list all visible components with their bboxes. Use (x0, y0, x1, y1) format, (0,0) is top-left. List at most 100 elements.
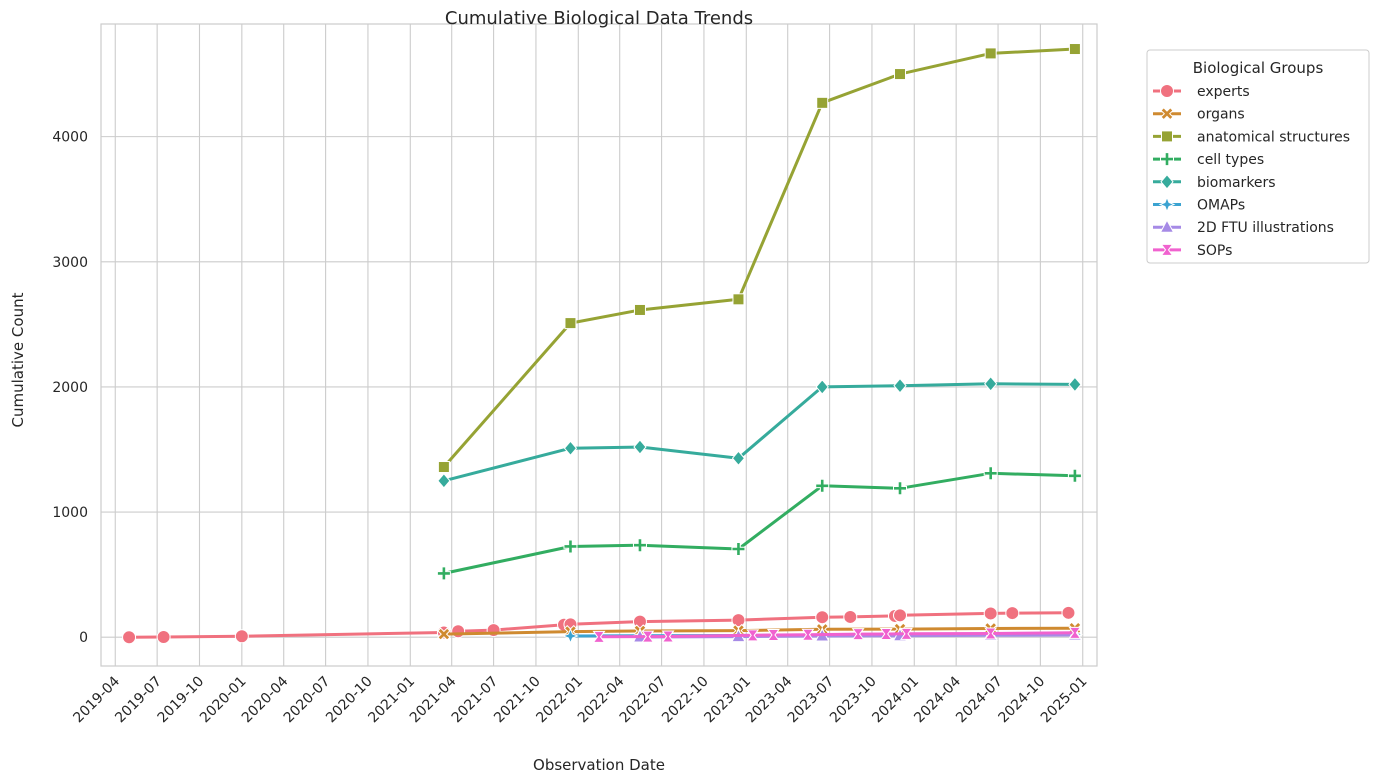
data-point-biomarkers (1068, 376, 1082, 393)
marker-shape (437, 627, 451, 641)
legend-marker (1161, 130, 1173, 143)
legend-label: SOPs (1197, 243, 1232, 259)
data-point-sops (592, 630, 606, 643)
data-point-experts (731, 613, 746, 628)
data-point-experts (451, 624, 466, 639)
y-axis-title: Cumulative Count (9, 292, 27, 427)
data-point-biomarkers (815, 379, 829, 395)
legend-item: cell types (1153, 152, 1264, 168)
legend-items: experts organs anatomical structures cell t… (1153, 84, 1350, 259)
data-point-experts (843, 609, 858, 624)
data-point-cell-types (893, 481, 908, 496)
legend-marker (1158, 196, 1176, 213)
series-line-anatomical-structures (442, 47, 1077, 469)
legend-marker (1160, 152, 1174, 167)
data-point-experts (1061, 605, 1076, 620)
legend-item: experts (1153, 84, 1250, 100)
data-point-sops (661, 630, 675, 643)
data-point-anatomical-structures (984, 47, 997, 60)
y-tick-label: 2000 (52, 380, 88, 396)
data-point-anatomical-structures (732, 293, 745, 306)
data-point-cell-types (436, 566, 451, 581)
legend-marker (1160, 107, 1174, 121)
legend-label: 2D FTU illustrations (1197, 220, 1334, 236)
data-point-biomarkers (984, 376, 998, 392)
legend-marker (1159, 219, 1175, 233)
series-biomarkers (437, 376, 1082, 489)
legend-label: anatomical structures (1197, 129, 1350, 145)
data-point-sops (984, 627, 998, 640)
data-point-biomarkers (731, 450, 746, 467)
data-point-omaps (562, 627, 579, 645)
series-experts (122, 605, 1076, 645)
legend-title: Biological Groups (1193, 59, 1324, 77)
data-point-biomarkers (893, 377, 907, 394)
data-point-experts (893, 608, 908, 623)
legend: Biological Groups experts organs anatomica… (1146, 49, 1370, 264)
y-tick-label: 1000 (52, 505, 88, 521)
data-point-cell-types (983, 466, 998, 481)
data-point-cell-types (815, 478, 830, 493)
legend-label: cell types (1197, 152, 1264, 168)
data-point-experts (122, 630, 137, 645)
data-point-biomarkers (633, 439, 647, 455)
data-point-experts (983, 606, 998, 621)
legend-item: OMAPs (1153, 196, 1245, 214)
series-line-cell-types (442, 471, 1077, 575)
legend-marker (1160, 84, 1174, 98)
chart-title: Cumulative Biological Data Trends (445, 8, 753, 29)
data-point-sops (641, 630, 655, 643)
data-point-experts (234, 629, 249, 644)
x-axis-title: Observation Date (533, 756, 665, 774)
data-point-sops (899, 627, 913, 640)
y-tick-label: 0 (79, 630, 88, 646)
y-tick-label: 3000 (52, 255, 88, 271)
data-point-anatomical-structures (633, 303, 646, 316)
plot-frame (100, 23, 1098, 667)
data-point-biomarkers (437, 473, 451, 489)
data-point-anatomical-structures (564, 317, 577, 330)
y-tick-label: 4000 (52, 130, 88, 146)
legend-item: biomarkers (1153, 174, 1276, 191)
legend-item: 2D FTU illustrations (1153, 219, 1334, 236)
legend-label: experts (1197, 84, 1250, 100)
data-point-organs (437, 627, 451, 641)
data-point-sops (1068, 626, 1082, 639)
data-point-sops (746, 629, 760, 642)
series-anatomical-structures (437, 43, 1081, 474)
data-point-sops (851, 628, 865, 641)
legend-item: anatomical structures (1153, 129, 1350, 145)
series-lines (122, 43, 1084, 645)
data-point-anatomical-structures (437, 461, 450, 474)
legend-frame (1146, 49, 1370, 264)
data-point-anatomical-structures (894, 68, 907, 81)
data-point-sops (766, 628, 780, 641)
marker-shape (1160, 107, 1174, 121)
data-point-cell-types (632, 538, 647, 553)
data-point-anatomical-structures (1068, 43, 1081, 56)
data-point-biomarkers (563, 440, 578, 457)
data-point-cell-types (563, 539, 578, 554)
series-line-biomarkers (442, 382, 1077, 483)
data-point-cell-types (1067, 468, 1082, 483)
legend-item: SOPs (1153, 243, 1232, 259)
series-cell-types (436, 466, 1082, 581)
data-point-cell-types (731, 541, 746, 556)
legend-marker (1160, 174, 1174, 190)
data-point-experts (815, 610, 830, 625)
grid-lines (101, 24, 1097, 666)
legend-label: organs (1197, 107, 1245, 123)
data-point-experts (156, 629, 171, 644)
series-sops (592, 626, 1082, 643)
data-point-experts (1005, 606, 1020, 621)
data-point-sops (879, 627, 893, 640)
series-line-organs (442, 626, 1077, 636)
y-tick-labels: 0 1000 2000 3000 4000 (52, 130, 88, 647)
legend-item: organs (1153, 107, 1245, 123)
data-point-sops (801, 628, 815, 641)
legend-marker (1160, 243, 1174, 256)
legend-label: biomarkers (1197, 175, 1276, 191)
data-point-anatomical-structures (816, 96, 829, 109)
